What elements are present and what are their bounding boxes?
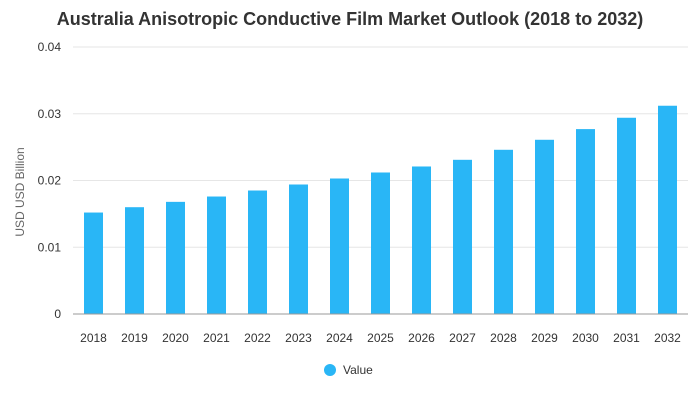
bar-2029[interactable]: [535, 139, 554, 314]
y-tick-label: 0.02: [38, 174, 62, 188]
x-tick-label: 2030: [572, 331, 599, 345]
y-axis-label: USD USD Billion: [13, 147, 27, 236]
legend-label-value[interactable]: Value: [343, 363, 373, 377]
bar-2020[interactable]: [166, 201, 185, 314]
bar-2028[interactable]: [494, 149, 513, 314]
x-tick-label: 2026: [408, 331, 435, 345]
x-tick-label: 2027: [449, 331, 476, 345]
bar-2030[interactable]: [576, 129, 595, 314]
y-tick-label: 0: [54, 307, 61, 321]
bars: [84, 105, 677, 315]
x-tick-label: 2029: [531, 331, 558, 345]
y-tick-label: 0.04: [38, 40, 62, 54]
bar-2023[interactable]: [289, 184, 308, 314]
chart-title: Australia Anisotropic Conductive Film Ma…: [57, 9, 643, 29]
x-tick-label: 2023: [285, 331, 312, 345]
y-tick-labels: 0 0.01 0.02 0.03 0.04: [38, 40, 62, 321]
bar-2025[interactable]: [371, 172, 390, 314]
bar-2018[interactable]: [84, 212, 103, 314]
bar-2021[interactable]: [207, 196, 226, 314]
x-tick-label: 2020: [162, 331, 189, 345]
bar-2031[interactable]: [617, 117, 636, 314]
x-tick-label: 2019: [121, 331, 148, 345]
y-tick-label: 0.03: [38, 107, 62, 121]
x-tick-label: 2021: [203, 331, 230, 345]
bar-2026[interactable]: [412, 166, 431, 314]
x-tick-label: 2031: [613, 331, 640, 345]
x-tick-label: 2025: [367, 331, 394, 345]
legend-marker-value[interactable]: [324, 364, 336, 376]
x-tick-label: 2022: [244, 331, 271, 345]
x-tick-label: 2024: [326, 331, 353, 345]
bar-2024[interactable]: [330, 178, 349, 314]
bar-2019[interactable]: [125, 207, 144, 314]
y-tick-label: 0.01: [38, 240, 62, 254]
bar-2032[interactable]: [658, 105, 677, 315]
x-tick-label: 2032: [654, 331, 681, 345]
x-tick-labels: 2018 2019 2020 2021 2022 2023 2024 2025 2026 2027…: [80, 331, 681, 345]
bar-2022[interactable]: [248, 190, 267, 314]
x-tick-label: 2028: [490, 331, 517, 345]
legend[interactable]: Value: [324, 363, 373, 377]
bar-2027[interactable]: [453, 159, 472, 314]
x-tick-label: 2018: [80, 331, 107, 345]
